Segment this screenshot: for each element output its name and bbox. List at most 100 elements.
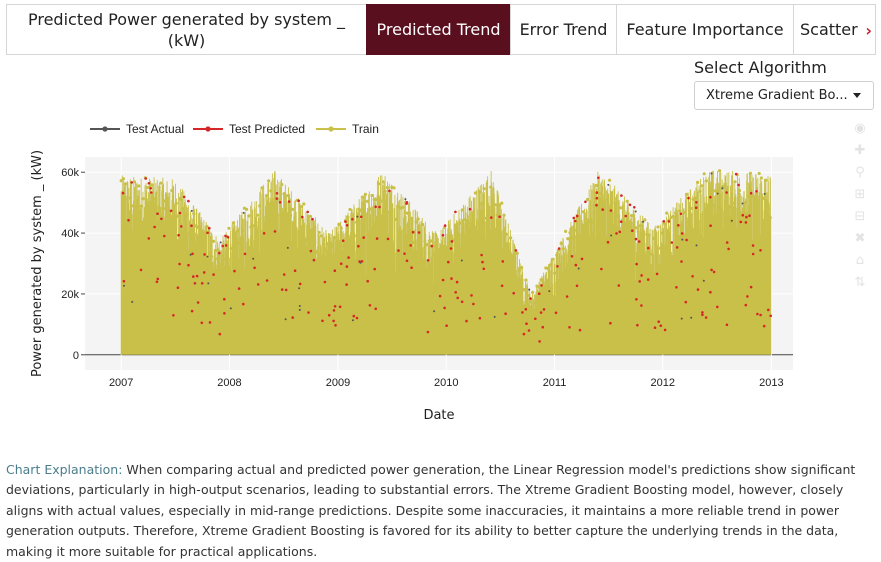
test-predicted-point: [306, 210, 310, 214]
test-predicted-point: [746, 295, 749, 298]
test-predicted-point: [465, 319, 468, 323]
train-point: [559, 241, 563, 245]
train-point: [744, 200, 748, 204]
test-predicted-point: [410, 266, 413, 269]
train-point: [317, 231, 321, 235]
train-point: [484, 216, 488, 220]
test-actual-point: [404, 198, 407, 201]
test-actual-point: [206, 255, 209, 258]
train-point: [753, 198, 757, 202]
home-icon[interactable]: ⌂: [855, 253, 865, 268]
train-point: [381, 180, 385, 184]
test-predicted-point: [556, 265, 559, 268]
test-predicted-point: [615, 232, 618, 235]
train-point: [280, 182, 284, 187]
test-predicted-point: [445, 324, 448, 327]
train-point: [480, 201, 484, 205]
test-actual-point: [730, 219, 733, 222]
train-point: [159, 181, 163, 185]
test-predicted-point: [709, 290, 712, 294]
y-axis-title: Power generated by system _ (kW): [30, 150, 45, 377]
train-point: [267, 179, 271, 183]
test-predicted-point: [256, 283, 260, 286]
zoom-in-icon[interactable]: ⊞: [854, 187, 866, 202]
train-point: [581, 210, 585, 214]
train-point: [429, 239, 433, 243]
train-point: [214, 248, 218, 252]
train-point: [445, 249, 449, 253]
test-predicted-point: [481, 260, 484, 264]
camera-icon[interactable]: ◉: [854, 121, 866, 136]
test-predicted-point: [147, 237, 151, 240]
train-point: [458, 221, 462, 225]
train-point: [304, 238, 308, 242]
train-point: [297, 232, 301, 236]
test-predicted-point: [755, 190, 758, 193]
train-point: [731, 201, 735, 205]
tab-predicted-trend[interactable]: Predicted Trend: [366, 4, 510, 55]
train-point: [392, 186, 396, 190]
chevron-right-icon[interactable]: ›: [865, 21, 872, 40]
train-point: [165, 196, 169, 200]
train-point: [689, 206, 693, 210]
test-predicted-point: [438, 294, 442, 298]
train-point: [768, 216, 772, 220]
algorithm-select[interactable]: Xtreme Gradient Bo...: [694, 81, 874, 110]
test-predicted-point: [176, 286, 180, 289]
train-point: [229, 247, 233, 251]
tab-scatter[interactable]: Scatter ›: [793, 4, 876, 55]
zoom-out-icon[interactable]: ⊟: [854, 209, 866, 224]
train-point: [465, 231, 469, 235]
test-predicted-point: [180, 225, 183, 228]
test-predicted-point: [498, 215, 501, 218]
train-point: [656, 225, 660, 229]
train-point: [467, 228, 471, 233]
train-point: [495, 213, 499, 217]
train-point: [498, 203, 502, 207]
x-tick-label: 2010: [434, 377, 458, 389]
test-predicted-point: [694, 206, 698, 209]
tab-error-trend[interactable]: Error Trend: [510, 4, 616, 55]
test-predicted-point: [200, 321, 204, 325]
train-point: [368, 207, 372, 211]
test-predicted-point: [221, 244, 224, 248]
test-predicted-point: [130, 181, 133, 184]
test-predicted-point: [278, 201, 282, 204]
train-point: [524, 278, 528, 282]
train-point: [577, 232, 581, 236]
tab-feature-importance[interactable]: Feature Importance: [616, 4, 793, 55]
test-actual-point: [131, 300, 134, 303]
train-point: [748, 171, 753, 175]
train-point: [550, 257, 555, 261]
test-predicted-point: [293, 269, 297, 272]
train-point: [161, 206, 165, 211]
test-predicted-point: [147, 182, 151, 185]
test-predicted-point: [653, 326, 657, 329]
train-point: [759, 176, 764, 180]
test-predicted-point: [388, 189, 391, 193]
train-point: [476, 222, 480, 226]
train-point: [531, 290, 535, 294]
test-predicted-point: [375, 237, 379, 240]
test-predicted-point: [574, 263, 578, 267]
train-point: [284, 218, 288, 222]
autoscale-icon[interactable]: ✖: [854, 231, 866, 246]
test-predicted-point: [203, 253, 206, 256]
test-predicted-point: [460, 300, 464, 304]
train-point: [377, 182, 381, 186]
train-point: [196, 225, 200, 229]
legend-marker: [102, 126, 108, 132]
test-predicted-point: [667, 220, 671, 223]
test-predicted-point: [537, 292, 541, 295]
spike-icon[interactable]: ⇅: [854, 275, 866, 290]
train-point: [163, 199, 167, 203]
train-point: [707, 211, 711, 215]
test-predicted-point: [618, 230, 622, 234]
test-actual-point: [190, 209, 193, 212]
train-point: [366, 199, 370, 203]
zoom-icon[interactable]: ⚲: [855, 165, 865, 180]
predicted-trend-chart[interactable]: 0 20k 40k 60k 2007 2008 2009 2010 2011 2012 2013 Po…: [0, 112, 860, 432]
pan-icon[interactable]: ✚: [854, 143, 866, 158]
test-actual-point: [229, 307, 232, 310]
test-actual-point: [721, 187, 724, 190]
